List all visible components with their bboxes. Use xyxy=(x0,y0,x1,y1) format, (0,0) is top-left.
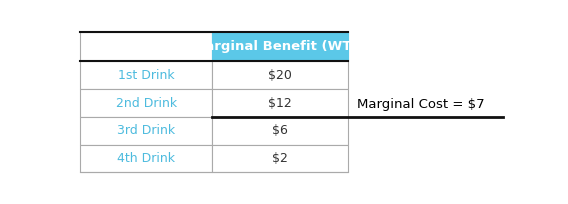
Text: Marginal Benefit (WTP): Marginal Benefit (WTP) xyxy=(192,40,367,53)
Bar xyxy=(212,89,348,117)
Bar xyxy=(80,32,212,61)
Text: $20: $20 xyxy=(268,69,292,82)
Bar xyxy=(212,61,348,89)
Text: $12: $12 xyxy=(268,96,292,110)
Text: $2: $2 xyxy=(272,152,288,165)
Bar xyxy=(80,145,212,172)
Text: 2nd Drink: 2nd Drink xyxy=(116,96,177,110)
Bar xyxy=(80,117,212,145)
Bar xyxy=(80,89,212,117)
Bar xyxy=(212,145,348,172)
Text: 3rd Drink: 3rd Drink xyxy=(117,124,176,137)
Bar xyxy=(212,32,348,61)
Text: 1st Drink: 1st Drink xyxy=(118,69,174,82)
Bar xyxy=(212,117,348,145)
Text: Marginal Cost = $7: Marginal Cost = $7 xyxy=(357,98,485,111)
Text: $6: $6 xyxy=(272,124,288,137)
Bar xyxy=(80,61,212,89)
Text: 4th Drink: 4th Drink xyxy=(117,152,175,165)
